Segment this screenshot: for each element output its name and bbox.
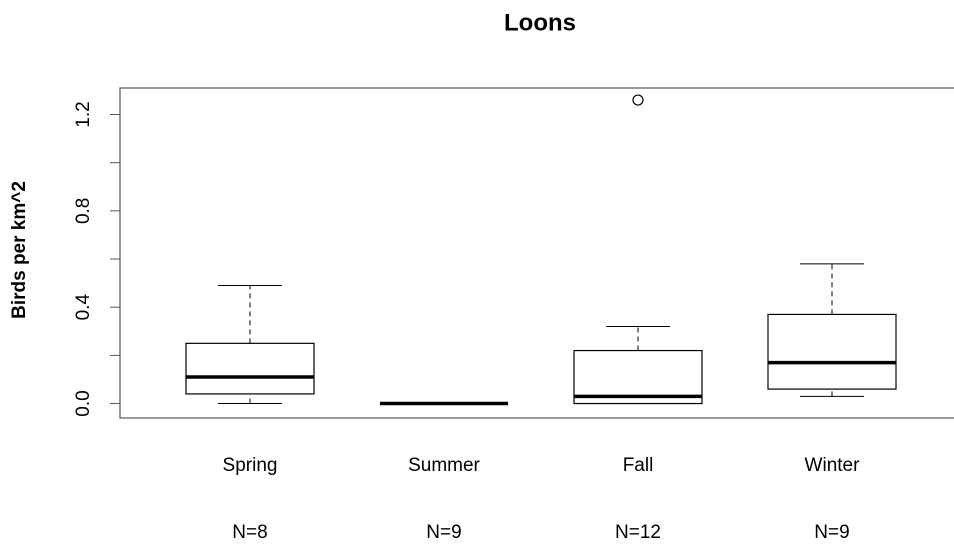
- y-tick-label: 0.8: [73, 198, 94, 224]
- count-label: N=8: [232, 522, 267, 543]
- chart-title: Loons: [504, 9, 576, 36]
- x-tick-label: Winter: [805, 455, 861, 476]
- x-tick-label: Fall: [623, 455, 654, 476]
- x-tick-label: Spring: [223, 455, 278, 476]
- box: [185, 342, 315, 395]
- count-label: N=9: [814, 522, 849, 543]
- count-label: N=12: [615, 522, 661, 543]
- outlier: [632, 94, 644, 106]
- y-tick-label: 0.0: [73, 390, 94, 416]
- y-tick-label: 0.4: [73, 294, 94, 321]
- box: [767, 313, 897, 390]
- y-axis-label: Birds per km^2: [9, 181, 30, 319]
- y-tick-label: 1.2: [73, 101, 94, 127]
- count-label: N=9: [426, 522, 461, 543]
- plot-frame: [119, 87, 954, 419]
- x-tick-label: Summer: [408, 455, 480, 476]
